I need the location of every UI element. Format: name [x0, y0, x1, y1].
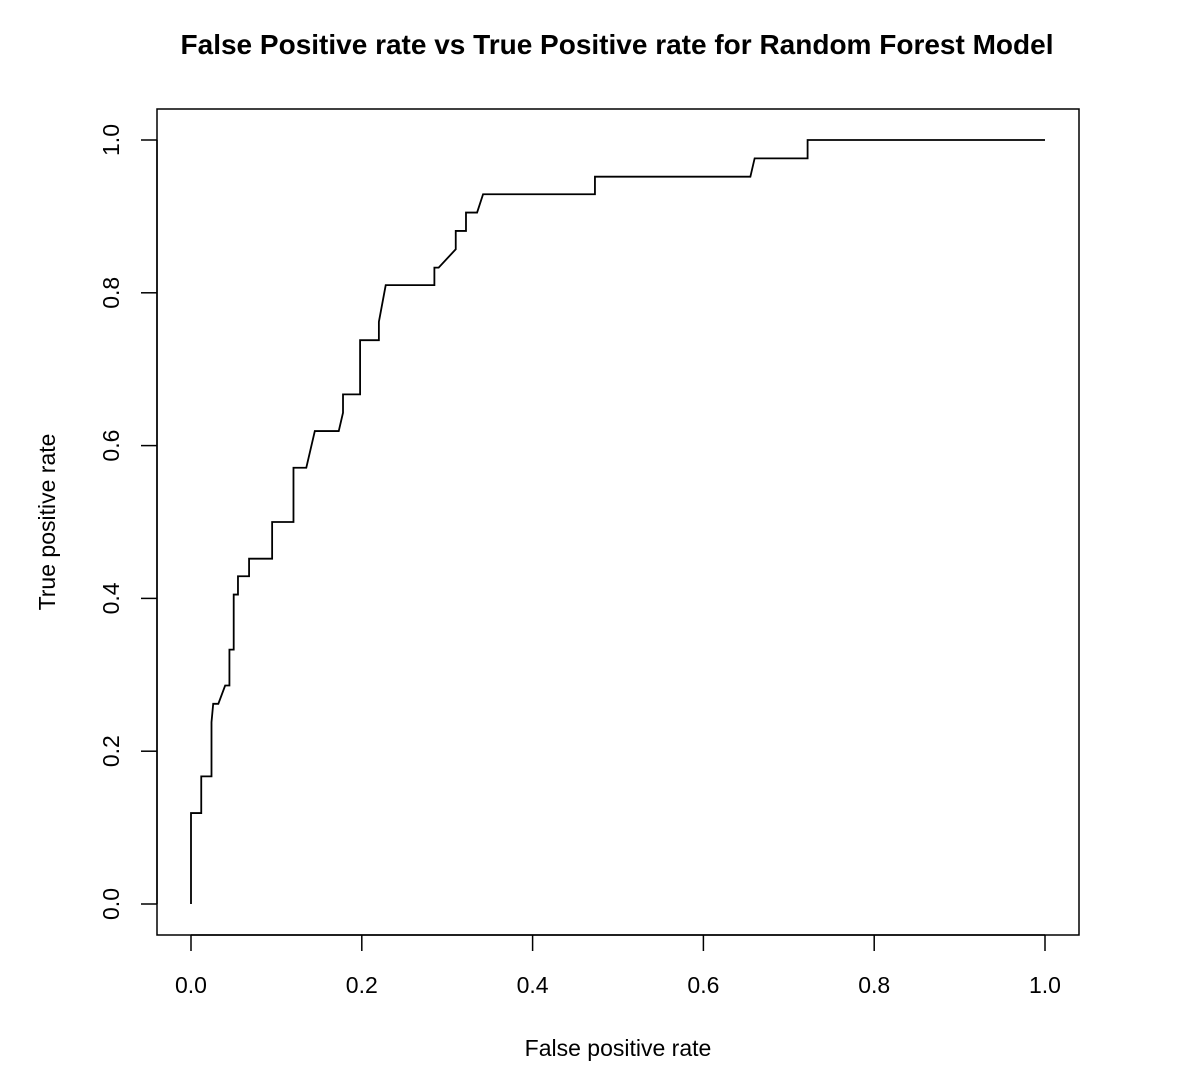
x-tick-label: 0.2: [346, 972, 378, 998]
x-tick-label: 0.0: [175, 972, 207, 998]
y-tick-label: 1.0: [98, 124, 124, 156]
y-tick-label: 0.6: [98, 430, 124, 462]
x-axis: 0.0 0.2 0.4 0.6 0.8 1.0: [175, 934, 1061, 998]
y-tick-label: 0.0: [98, 888, 124, 920]
roc-curve-line: [190, 139, 1045, 904]
x-tick-label: 1.0: [1029, 972, 1061, 998]
y-axis-label: True positive rate: [34, 434, 60, 611]
y-tick-label: 0.4: [98, 582, 124, 614]
y-axis: 0.0 0.2 0.4 0.6 0.8 1.0: [98, 124, 158, 920]
y-tick-label: 0.2: [98, 735, 124, 767]
x-tick-label: 0.6: [687, 972, 719, 998]
x-tick-label: 0.4: [517, 972, 549, 998]
x-axis-label: False positive rate: [525, 1035, 712, 1061]
y-tick-label: 0.8: [98, 277, 124, 309]
chart-title: False Positive rate vs True Positive rat…: [181, 29, 1054, 60]
x-tick-label: 0.8: [858, 972, 890, 998]
